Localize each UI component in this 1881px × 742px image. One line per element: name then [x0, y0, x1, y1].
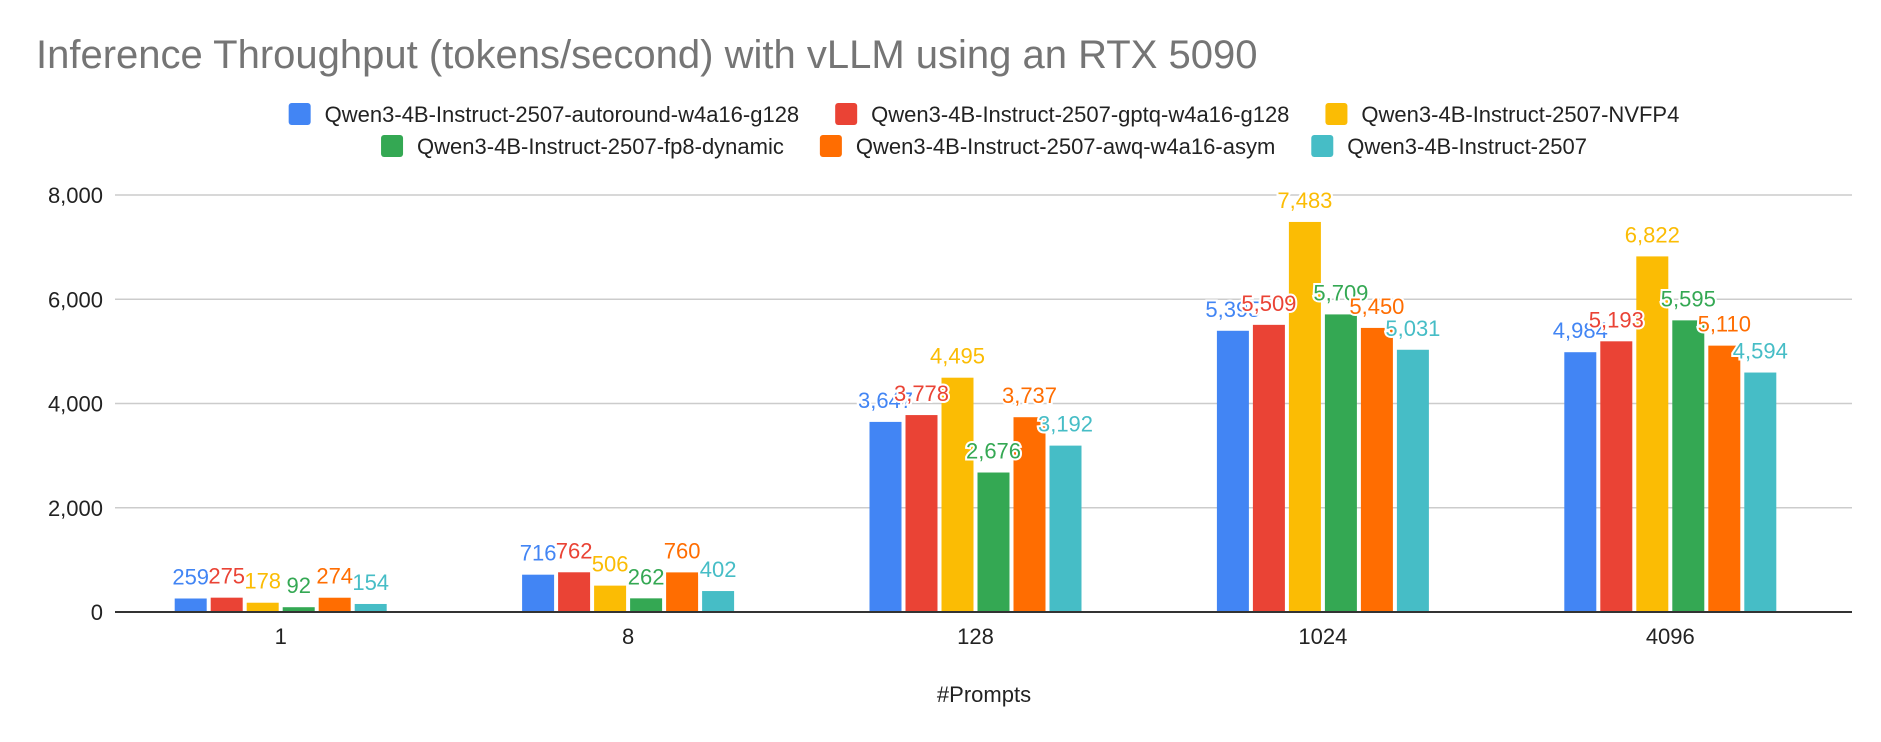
data-label: 154	[352, 570, 389, 595]
data-label: 5,450	[1349, 294, 1404, 319]
bar	[666, 572, 699, 612]
bars	[174, 221, 1777, 613]
bar	[1564, 352, 1597, 612]
data-label: 2,676	[966, 439, 1021, 464]
data-label: 5,595	[1661, 286, 1716, 311]
data-label: 3,647	[858, 388, 913, 413]
x-tick-label: 1024	[1298, 624, 1347, 649]
data-label: 402	[700, 557, 737, 582]
legend-item: Qwen3-4B-Instruct-2507-awq-w4a16-asym	[819, 134, 1275, 159]
legend-swatch	[835, 103, 858, 125]
legend-label: Qwen3-4B-Instruct-2507-fp8-dynamic	[417, 134, 784, 159]
legend-label: Qwen3-4B-Instruct-2507-autoround-w4a16-g…	[325, 102, 800, 127]
data-label: 3,192	[1038, 412, 1093, 437]
legend-item: Qwen3-4B-Instruct-2507-NVFP4	[1325, 102, 1679, 127]
bar	[1324, 314, 1357, 612]
legend-swatch	[1325, 103, 1348, 125]
bar	[1600, 341, 1633, 612]
data-label: 275	[208, 564, 245, 589]
data-label: 5,110	[1698, 312, 1751, 337]
bar	[1288, 221, 1321, 613]
bar	[702, 591, 735, 612]
bar	[630, 598, 663, 612]
data-label: 259	[172, 564, 209, 589]
data-label: 92	[286, 573, 310, 598]
legend-label: Qwen3-4B-Instruct-2507	[1347, 134, 1587, 159]
data-label: 262	[628, 564, 665, 589]
legend-swatch	[1311, 135, 1334, 157]
legend-swatch	[819, 135, 842, 157]
data-label: 4,594	[1733, 339, 1788, 364]
bar	[941, 377, 974, 612]
bar	[522, 574, 555, 612]
bar	[1396, 349, 1429, 612]
bar	[354, 603, 387, 612]
bar	[174, 598, 207, 612]
data-label: 5,395	[1205, 297, 1260, 322]
bar	[1360, 327, 1393, 612]
data-label: 506	[592, 552, 629, 577]
legend-label: Qwen3-4B-Instruct-2507-NVFP4	[1361, 102, 1679, 127]
x-tick-label: 128	[957, 624, 994, 649]
data-label: 7,483	[1277, 188, 1332, 213]
bar	[905, 415, 938, 612]
data-label: 5,031	[1385, 316, 1440, 341]
bar	[1744, 372, 1777, 612]
data-label: 3,778	[894, 381, 949, 406]
legend-item: Qwen3-4B-Instruct-2507-autoround-w4a16-g…	[288, 102, 800, 127]
x-tick-label: 1	[275, 624, 287, 649]
data-label: 762	[556, 538, 593, 563]
x-tick-label: 8	[622, 624, 634, 649]
legend-label: Qwen3-4B-Instruct-2507-awq-w4a16-asym	[856, 134, 1275, 159]
bar	[318, 597, 351, 612]
bar	[246, 602, 279, 612]
bar	[1013, 417, 1046, 612]
data-label: 274	[316, 564, 353, 589]
bar	[594, 585, 627, 612]
x-tick-label: 4096	[1646, 624, 1695, 649]
bar	[282, 607, 315, 612]
data-label: 4,495	[930, 344, 985, 369]
bar	[1049, 445, 1082, 612]
data-label: 716	[520, 541, 557, 566]
data-label: 4,984	[1553, 318, 1608, 343]
legend-item: Qwen3-4B-Instruct-2507	[1311, 134, 1587, 159]
y-tick-label: 4,000	[48, 392, 103, 417]
x-axis-ticks: 1 8 128 1024 4096	[275, 624, 1695, 649]
y-tick-label: 0	[91, 600, 103, 625]
bar	[869, 421, 902, 612]
bar	[558, 572, 591, 612]
bar	[1252, 324, 1285, 612]
data-label: 3,737	[1002, 383, 1057, 408]
data-label: 6,822	[1625, 222, 1680, 247]
bar	[210, 597, 243, 612]
legend-swatch	[288, 103, 311, 125]
data-label: 5,709	[1313, 280, 1368, 305]
data-label: 760	[664, 538, 701, 563]
legend: Qwen3-4B-Instruct-2507-autoround-w4a16-g…	[288, 102, 1679, 159]
y-tick-label: 8,000	[48, 183, 103, 208]
y-tick-label: 6,000	[48, 287, 103, 312]
data-label: 178	[244, 569, 281, 594]
data-label: 5,193	[1589, 307, 1644, 332]
bar	[977, 472, 1010, 612]
bar	[1708, 345, 1741, 612]
data-label: 5,509	[1241, 291, 1296, 316]
bar	[1672, 320, 1705, 612]
legend-label: Qwen3-4B-Instruct-2507-gptq-w4a16-g128	[871, 102, 1289, 127]
legend-swatch	[381, 135, 404, 157]
y-axis-ticks: 0 2,000 4,000 6,000 8,000	[48, 183, 103, 625]
legend-item: Qwen3-4B-Instruct-2507-gptq-w4a16-g128	[835, 102, 1289, 127]
bar	[1636, 256, 1669, 612]
legend-item: Qwen3-4B-Instruct-2507-fp8-dynamic	[381, 134, 784, 159]
chart-title: Inference Throughput (tokens/second) wit…	[36, 33, 1257, 77]
y-tick-label: 2,000	[48, 496, 103, 521]
bar	[1216, 330, 1249, 612]
x-axis-title: #Prompts	[937, 682, 1031, 707]
